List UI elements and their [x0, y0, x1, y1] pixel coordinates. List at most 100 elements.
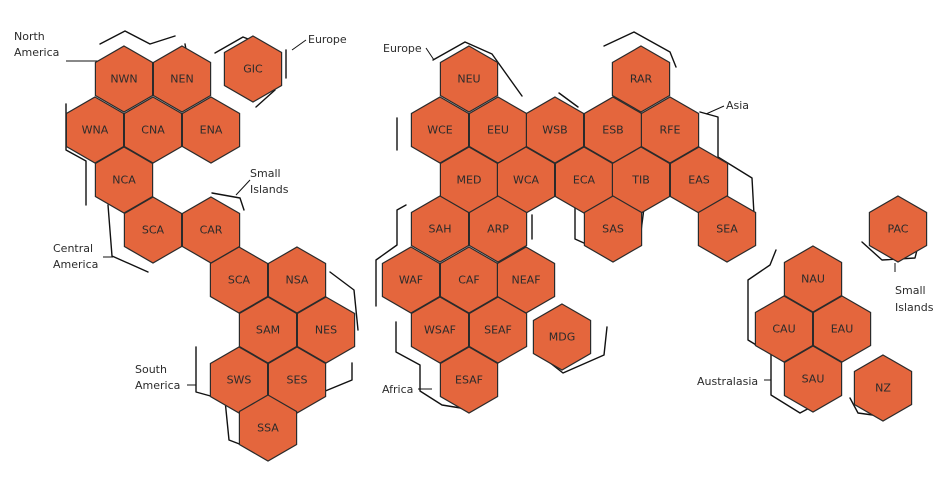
- hex-wca: WCA: [496, 146, 556, 214]
- leader-small-islands-west: [235, 179, 251, 196]
- hex-gic: GIC: [223, 35, 283, 103]
- hex-sam: SAM: [238, 296, 298, 364]
- hex-code-label: CAR: [200, 224, 223, 237]
- hex-shape: [468, 296, 528, 364]
- hex-nwn: NWN: [94, 45, 154, 113]
- hex-rfe: RFE: [640, 96, 700, 164]
- leader-lines: [66, 39, 896, 390]
- hex-shape: [439, 45, 499, 113]
- hex-code-label: NZ: [875, 382, 891, 395]
- hex-sea: SEA: [697, 195, 757, 263]
- outline-europe-asia: [396, 31, 756, 254]
- label-south-america-line2: America: [135, 379, 180, 392]
- hex-code-label: SWS: [227, 374, 252, 387]
- hex-code-label: RAR: [630, 73, 653, 86]
- hex-code-label: ESAF: [455, 374, 483, 387]
- hex-code-label: NEN: [170, 73, 193, 86]
- hex-code-label: ENA: [200, 124, 223, 137]
- label-asia: Asia: [726, 99, 749, 112]
- hex-waf: WAF: [381, 246, 441, 314]
- hex-code-label: SAM: [256, 324, 280, 337]
- label-small-islands-west-line1: Small: [250, 167, 281, 180]
- hex-shape: [583, 195, 643, 263]
- region-labels: North America Europe Central America Sma…: [14, 30, 934, 396]
- hex-shape: [94, 45, 154, 113]
- hex-code-label: CAF: [458, 274, 480, 287]
- hex-code-label: PAC: [888, 223, 909, 236]
- hex-code-label: EEU: [487, 124, 509, 137]
- hex-esb: ESB: [583, 96, 643, 164]
- hex-code-label: NEU: [457, 73, 480, 86]
- hex-code-label: CAU: [772, 323, 795, 336]
- hex-shape: [94, 146, 154, 214]
- hex-nau: NAU: [783, 245, 843, 313]
- hex-shape: [410, 96, 470, 164]
- leader-europe: [425, 47, 435, 61]
- hex-code-label: GIC: [243, 63, 263, 76]
- hex-pac: PAC: [868, 195, 928, 263]
- hex-shape: [468, 195, 528, 263]
- hex-code-label: SAH: [429, 223, 452, 236]
- label-north-america-line1: North: [14, 30, 45, 43]
- label-south-america-line1: South: [135, 363, 167, 376]
- hex-code-label: TIB: [631, 174, 650, 187]
- hex-cna: CNA: [123, 96, 183, 164]
- hex-shape: [611, 45, 671, 113]
- hex-code-label: MDG: [549, 331, 576, 344]
- label-central-america-line2: America: [53, 258, 98, 271]
- hex-code-label: SSA: [257, 422, 279, 435]
- hex-shape: [238, 296, 298, 364]
- outline-africa: [375, 204, 608, 411]
- hex-wsb: WSB: [525, 96, 585, 164]
- hex-shape: [223, 35, 283, 103]
- hex-sah: SAH: [410, 195, 470, 263]
- hex-esaf: ESAF: [439, 346, 499, 414]
- hex-code-label: MED: [457, 174, 482, 187]
- hex-code-label: WSAF: [424, 324, 456, 337]
- hex-tib: TIB: [611, 146, 671, 214]
- hex-shape: [267, 246, 327, 314]
- hex-code-label: RFE: [660, 124, 681, 137]
- label-small-islands-east-line2: Islands: [895, 301, 934, 314]
- label-small-islands-west-line2: Islands: [250, 183, 289, 196]
- label-central-america: Central America: [53, 242, 98, 271]
- hex-shape: [381, 246, 441, 314]
- hex-code-label: NSA: [286, 274, 309, 287]
- hex-sca: SCA: [209, 246, 269, 314]
- leader-europe-west: [291, 39, 307, 51]
- hex-ena: ENA: [181, 96, 241, 164]
- hex-arp: ARP: [468, 195, 528, 263]
- hex-caf: CAF: [439, 246, 499, 314]
- hex-shape: [853, 354, 913, 422]
- hex-code-label: NCA: [112, 174, 136, 187]
- hex-wsaf: WSAF: [410, 296, 470, 364]
- label-south-america: South America: [135, 363, 180, 392]
- hex-shape: [783, 345, 843, 413]
- hex-car: CAR: [181, 196, 241, 264]
- hex-shape: [123, 96, 183, 164]
- hex-shape: [410, 296, 470, 364]
- hex-shape: [532, 303, 592, 371]
- label-north-america-line2: America: [14, 46, 59, 59]
- hex-shape: [296, 296, 356, 364]
- hex-sas: SAS: [583, 195, 643, 263]
- hex-shape: [152, 45, 212, 113]
- label-australasia: Australasia: [697, 375, 758, 388]
- hex-seaf: SEAF: [468, 296, 528, 364]
- hex-code-label: SCA: [228, 274, 251, 287]
- hex-code-label: NES: [315, 324, 337, 337]
- label-europe-west: Europe: [308, 33, 347, 46]
- hex-code-label: SEAF: [484, 324, 512, 337]
- hex-shape: [238, 394, 298, 462]
- hex-sca: SCA: [123, 196, 183, 264]
- hex-code-label: ESB: [602, 124, 623, 137]
- hex-code-label: EAS: [688, 174, 709, 187]
- hex-shape: [868, 195, 928, 263]
- hex-neu: NEU: [439, 45, 499, 113]
- hex-code-label: SAS: [602, 223, 624, 236]
- hex-code-label: NWN: [110, 73, 137, 86]
- hex-shape: [65, 96, 125, 164]
- hex-code-label: NAU: [801, 273, 825, 286]
- label-small-islands-east-line1: Small: [895, 284, 926, 297]
